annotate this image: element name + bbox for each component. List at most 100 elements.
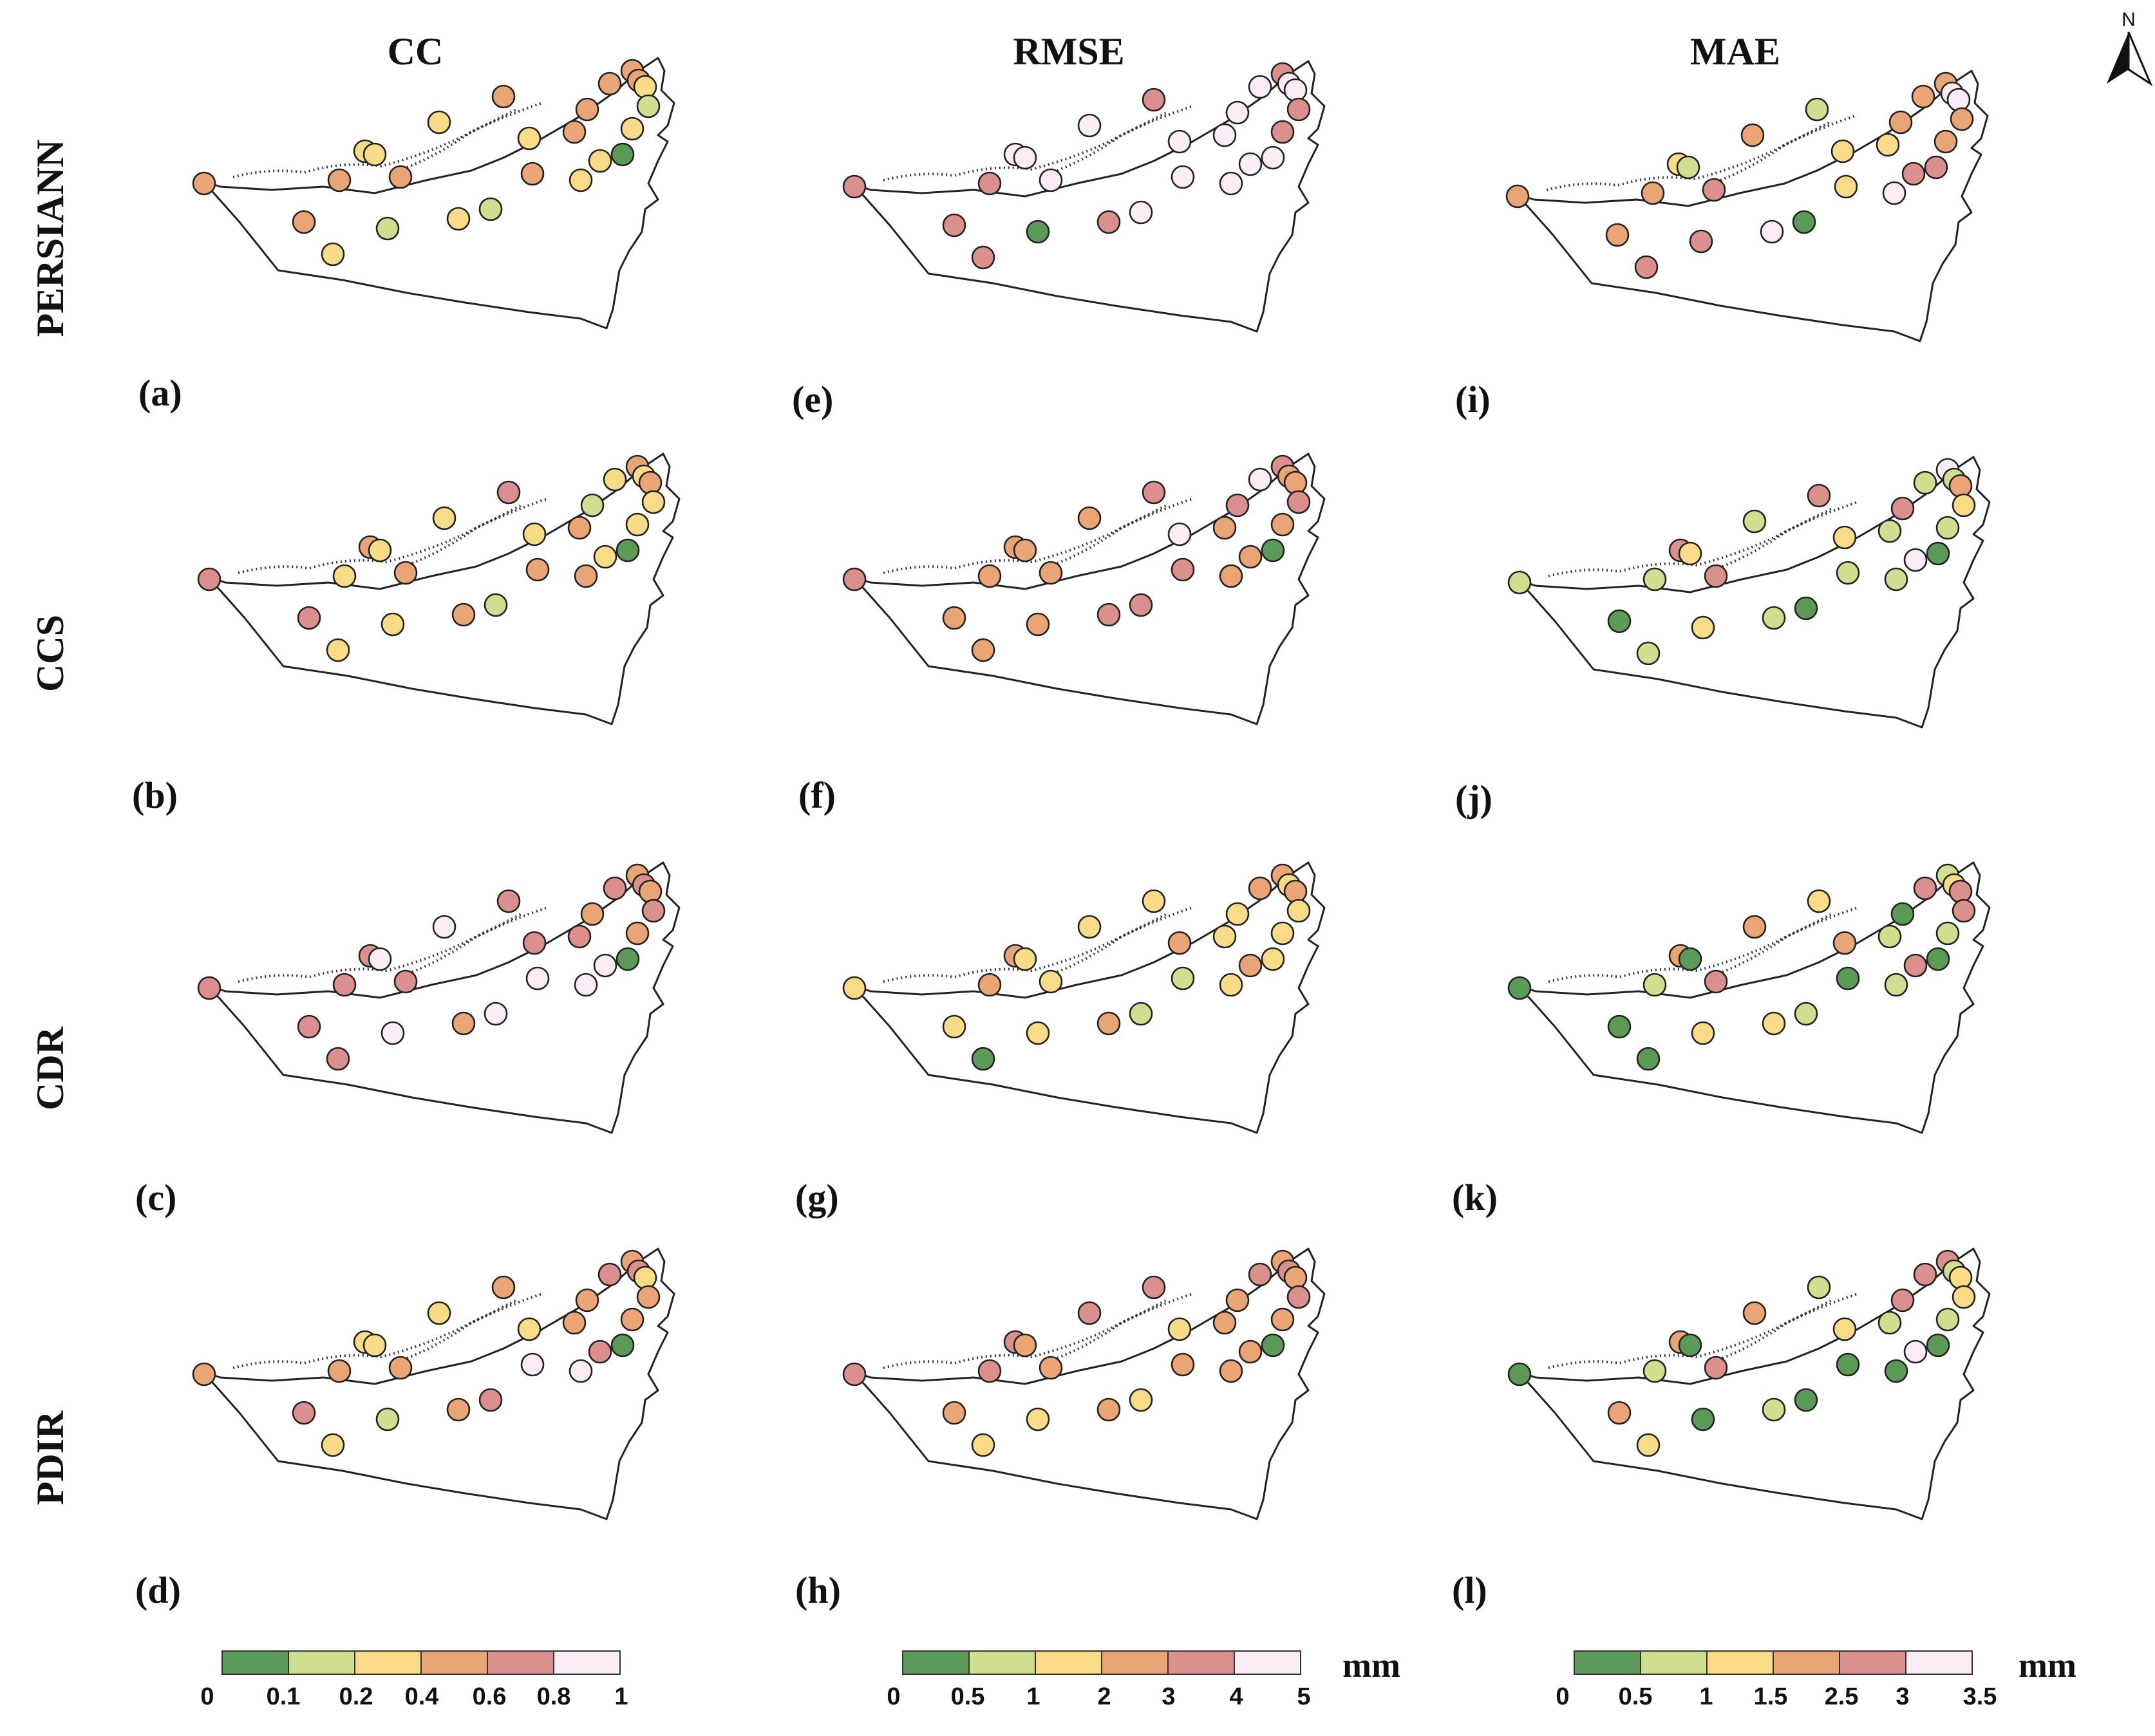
station-marker <box>1129 1002 1153 1026</box>
station-marker <box>1212 1311 1237 1335</box>
station-marker <box>1238 152 1263 176</box>
station-marker <box>1832 931 1857 955</box>
station-marker <box>1913 471 1937 495</box>
legend-unit: mm <box>1342 1646 1400 1685</box>
station-marker <box>1641 181 1665 205</box>
row-title-ccs: CCS <box>29 615 71 692</box>
station-marker <box>1794 1002 1818 1026</box>
panel-label: (k) <box>1452 1177 1498 1218</box>
station-marker <box>633 1265 657 1290</box>
station-marker <box>1935 921 1960 946</box>
station-marker <box>1270 921 1295 946</box>
legend-tick-label: 0.5 <box>1619 1683 1653 1710</box>
station-marker <box>1742 915 1767 939</box>
station-marker <box>1039 969 1063 994</box>
station-marker <box>1507 976 1532 1000</box>
station-marker <box>574 973 598 997</box>
station-marker <box>1807 889 1831 913</box>
station-marker <box>388 165 413 189</box>
station-marker <box>1794 1388 1818 1412</box>
legend-cc: 0 0.1 0.2 0.4 0.6 0.8 1 <box>200 1650 628 1710</box>
station-marker <box>638 471 663 495</box>
station-marker <box>971 1433 995 1457</box>
station-marker <box>525 966 550 991</box>
coastline-islands-2 <box>406 1299 517 1359</box>
row-title-cdr: CDR <box>29 1026 71 1110</box>
station-marker <box>1678 1333 1702 1358</box>
station-marker <box>197 567 221 592</box>
station-marker <box>1505 184 1530 209</box>
legend-swatch <box>1706 1650 1774 1675</box>
station-marker <box>1270 120 1295 144</box>
station-marker <box>1952 1285 1976 1309</box>
station-marker <box>446 1397 471 1422</box>
station-marker <box>332 564 357 588</box>
station-marker <box>567 516 592 540</box>
coastline-islands <box>883 498 1193 574</box>
station-marker <box>1742 509 1767 534</box>
station-marker <box>1026 1021 1050 1045</box>
station-marker <box>1261 947 1285 971</box>
station-marker <box>1952 493 1976 518</box>
station-marker <box>1948 1265 1973 1290</box>
station-marker <box>971 638 995 662</box>
station-marker <box>1636 1047 1661 1071</box>
station-marker <box>197 976 221 1000</box>
station-marker <box>588 1339 612 1364</box>
map-panel-persiann-rmse <box>842 60 1326 333</box>
station-marker <box>1834 174 1858 199</box>
map-panel-cdr-rmse <box>842 861 1326 1134</box>
station-marker <box>522 931 547 955</box>
station-marker <box>842 174 867 199</box>
station-marker <box>580 493 605 518</box>
map-panel-cdr-cc <box>197 861 681 1134</box>
station-marker <box>1832 525 1857 550</box>
station-marker <box>625 921 650 946</box>
panel-label: (a) <box>138 372 182 414</box>
map-panel-pdir-rmse <box>842 1247 1326 1520</box>
station-marker <box>1890 902 1915 926</box>
map-panel-persiann-mae <box>1505 70 1989 342</box>
station-marker <box>1702 178 1726 202</box>
map-panel-pdir-mae <box>1507 1247 1991 1520</box>
station-marker <box>625 512 650 537</box>
station-marker <box>484 593 508 617</box>
station-marker <box>327 1359 352 1383</box>
country-outline <box>1515 456 1991 729</box>
station-marker <box>842 567 867 592</box>
legend-tick-label: 1 <box>1699 1683 1713 1710</box>
station-marker <box>1901 162 1926 186</box>
station-marker <box>1283 471 1308 495</box>
station-marker <box>1171 557 1195 582</box>
station-marker <box>1950 107 1974 131</box>
coastline-islands <box>238 906 548 983</box>
station-marker <box>368 947 392 971</box>
coastline-islands-2 <box>411 504 522 565</box>
legend-tick-label: 3 <box>1162 1683 1175 1710</box>
coastline-islands-2 <box>1720 121 1830 182</box>
station-marker <box>1691 615 1715 640</box>
coastline-islands-2 <box>1722 507 1832 568</box>
country-outline <box>200 1247 675 1520</box>
panel-label: (f) <box>798 774 836 816</box>
station-marker <box>478 1388 503 1412</box>
station-marker <box>1225 902 1250 926</box>
station-marker <box>297 606 321 630</box>
station-marker <box>977 171 1002 196</box>
station-marker <box>1167 522 1192 546</box>
coastline-islands <box>883 906 1193 983</box>
station-marker <box>1039 168 1063 192</box>
station-marker <box>1607 609 1632 633</box>
station-marker <box>1026 612 1050 637</box>
station-marker <box>1935 516 1960 540</box>
legend-mae: 0 0.5 1 1.5 2.5 3 3.5 mm <box>1556 1646 2076 1710</box>
station-marker <box>1642 567 1667 592</box>
station-marker <box>1212 123 1237 147</box>
legend-tick-label: 0.2 <box>339 1683 373 1710</box>
country-outline <box>205 861 681 1134</box>
station-marker <box>1129 1388 1153 1412</box>
station-marker <box>362 1333 387 1358</box>
column-title-cc: CC <box>388 30 444 73</box>
station-marker <box>633 75 657 99</box>
legend-unit: mm <box>2019 1646 2076 1685</box>
